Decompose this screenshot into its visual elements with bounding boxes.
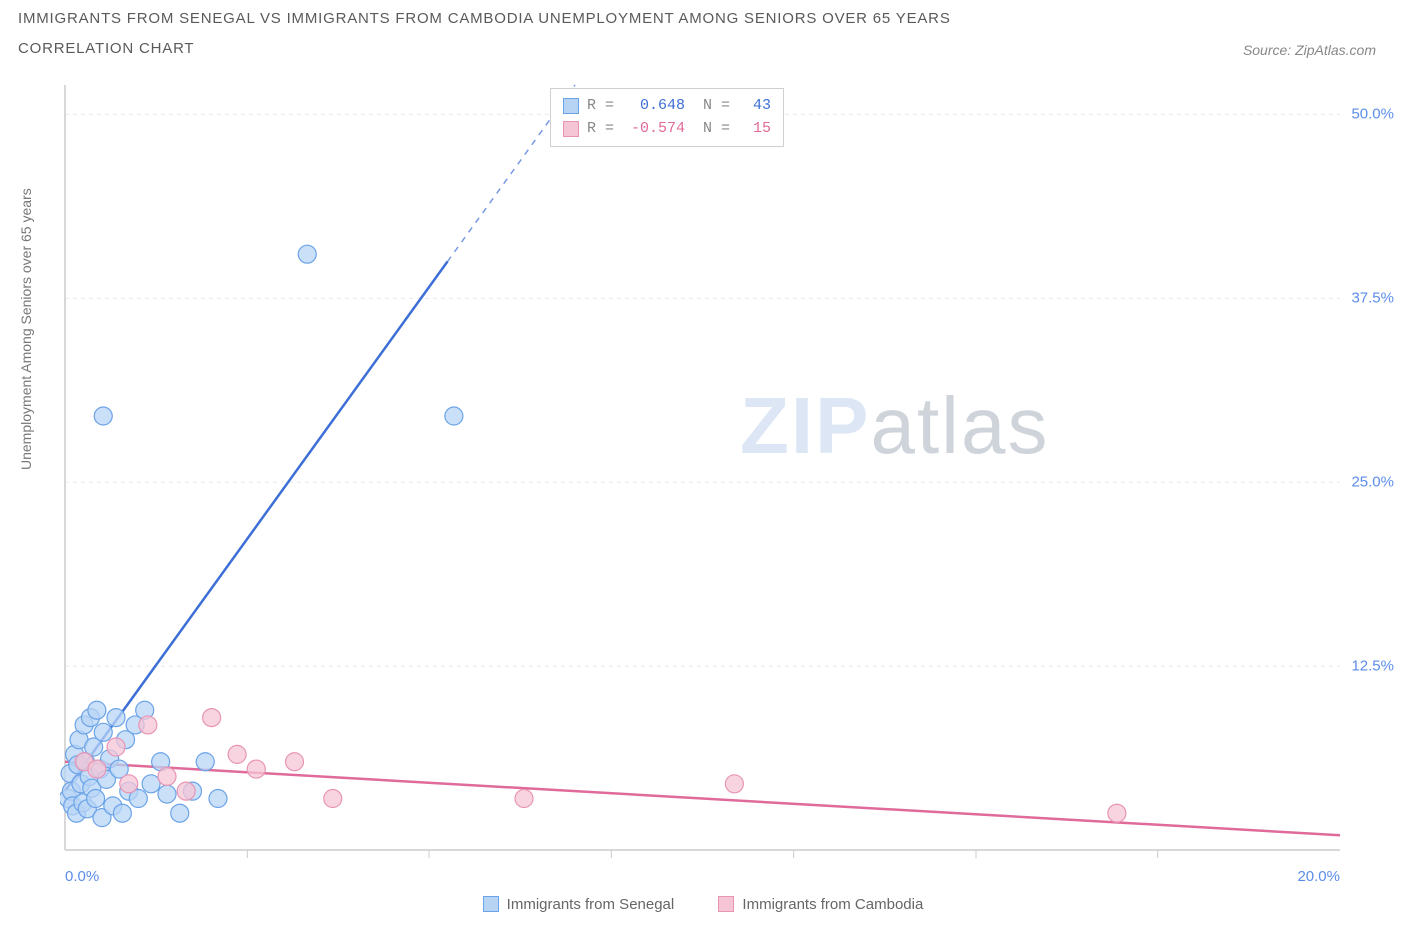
- r-label: R =: [587, 118, 617, 141]
- legend-swatch-senegal-icon: [483, 896, 499, 912]
- swatch-cambodia-icon: [563, 121, 579, 137]
- y-tick-label: 37.5%: [1351, 290, 1394, 307]
- n-value-cambodia: 15: [741, 118, 771, 141]
- correlation-stats-box: R = 0.648 N = 43 R = -0.574 N = 15: [550, 88, 784, 147]
- y-axis-label: Unemployment Among Seniors over 65 years: [18, 188, 34, 470]
- legend-swatch-cambodia-icon: [718, 896, 734, 912]
- source-attribution: Source: ZipAtlas.com: [1243, 42, 1376, 58]
- legend-label-senegal: Immigrants from Senegal: [507, 896, 675, 913]
- y-tick-label: 50.0%: [1351, 106, 1394, 123]
- r-label: R =: [587, 95, 617, 118]
- chart-area: [60, 80, 1380, 860]
- legend-item-cambodia: Immigrants from Cambodia: [718, 896, 923, 913]
- n-label: N =: [703, 118, 733, 141]
- x-tick-label: 20.0%: [1297, 868, 1340, 885]
- r-value-cambodia: -0.574: [625, 118, 685, 141]
- x-tick-label: 0.0%: [65, 868, 99, 885]
- scatter-chart-svg: [60, 80, 1380, 860]
- y-tick-label: 12.5%: [1351, 658, 1394, 675]
- n-label: N =: [703, 95, 733, 118]
- y-tick-label: 25.0%: [1351, 474, 1394, 491]
- chart-title-line1: IMMIGRANTS FROM SENEGAL VS IMMIGRANTS FR…: [18, 10, 951, 27]
- bottom-legend: Immigrants from Senegal Immigrants from …: [0, 896, 1406, 917]
- legend-label-cambodia: Immigrants from Cambodia: [742, 896, 923, 913]
- legend-item-senegal: Immigrants from Senegal: [483, 896, 675, 913]
- chart-title-line2: CORRELATION CHART: [18, 40, 194, 57]
- stats-row-senegal: R = 0.648 N = 43: [563, 95, 771, 118]
- r-value-senegal: 0.648: [625, 95, 685, 118]
- swatch-senegal-icon: [563, 98, 579, 114]
- stats-row-cambodia: R = -0.574 N = 15: [563, 118, 771, 141]
- n-value-senegal: 43: [741, 95, 771, 118]
